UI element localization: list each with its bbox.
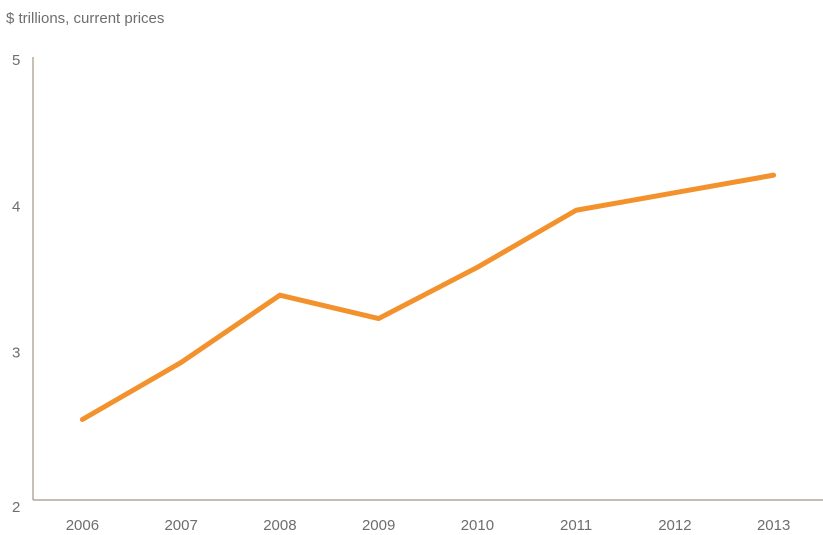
x-tick-label: 2007 <box>164 517 197 534</box>
x-tick-label: 2006 <box>66 517 99 534</box>
x-tick-label: 2008 <box>263 517 296 534</box>
y-tick-label: 5 <box>12 52 20 69</box>
x-tick-label: 2011 <box>560 517 592 534</box>
y-tick-label: 2 <box>12 499 20 516</box>
x-tick-label: 2013 <box>757 517 790 534</box>
x-tick-label: 2010 <box>461 517 494 534</box>
y-tick-label: 4 <box>12 198 20 215</box>
x-tick-label: 2009 <box>362 517 395 534</box>
y-tick-label: 3 <box>12 345 20 362</box>
line-series <box>79 172 777 423</box>
x-tick-label: 2012 <box>658 517 691 534</box>
y-axis-label: $ trillions, current prices <box>6 10 164 27</box>
